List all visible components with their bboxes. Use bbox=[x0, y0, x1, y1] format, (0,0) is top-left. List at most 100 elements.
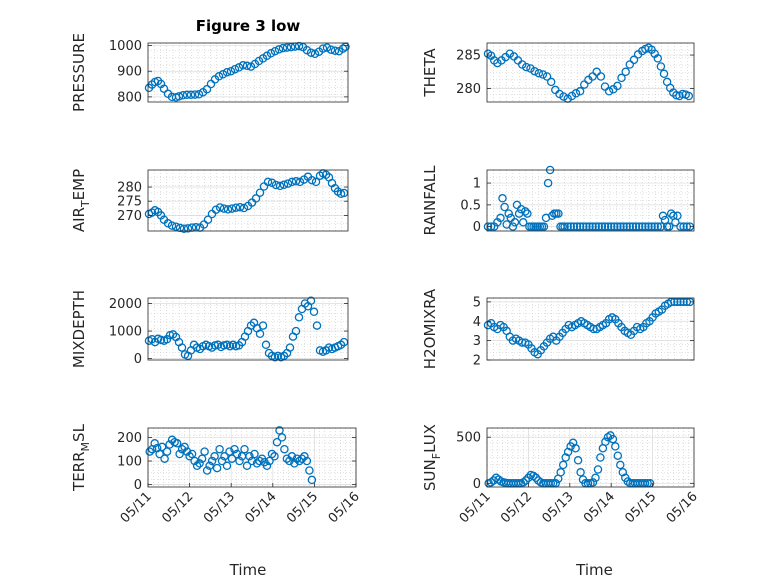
axes-frame bbox=[486, 169, 695, 232]
data-point bbox=[217, 456, 227, 466]
data-point bbox=[291, 177, 301, 186]
data-point bbox=[282, 43, 292, 52]
data-point bbox=[597, 222, 607, 231]
x-tick-label: 05/12 bbox=[498, 489, 535, 526]
data-point bbox=[207, 456, 217, 466]
y-tick-label: 275 bbox=[117, 195, 142, 210]
data-point bbox=[280, 444, 289, 454]
data-point bbox=[629, 55, 639, 65]
data-point bbox=[175, 449, 184, 459]
data-point bbox=[591, 222, 600, 231]
axes-frame bbox=[486, 42, 695, 103]
x-tick-label: 05/12 bbox=[159, 489, 196, 526]
data-point bbox=[664, 222, 674, 231]
data-point bbox=[172, 439, 182, 448]
data-point bbox=[572, 222, 582, 231]
data-point bbox=[566, 222, 576, 231]
data-point bbox=[631, 222, 641, 231]
data-point bbox=[569, 222, 579, 231]
subplot-6: 2 3 4 5 H2OMIXRA bbox=[421, 288, 695, 369]
data-point bbox=[230, 444, 239, 454]
data-point bbox=[603, 432, 613, 442]
data-point bbox=[255, 329, 265, 339]
data-point bbox=[294, 41, 304, 51]
data-point bbox=[486, 478, 496, 487]
data-point bbox=[621, 67, 630, 77]
data-point bbox=[177, 444, 187, 454]
data-point bbox=[616, 222, 625, 231]
data-point bbox=[512, 200, 522, 210]
data-point bbox=[659, 69, 669, 79]
data-point bbox=[519, 478, 528, 487]
x-tick-label: 05/16 bbox=[664, 489, 701, 526]
data-point bbox=[162, 447, 172, 456]
data-point bbox=[180, 442, 189, 452]
data-point bbox=[554, 209, 563, 218]
x-axis-label: Time bbox=[229, 561, 267, 579]
data-point bbox=[270, 452, 279, 461]
data-point bbox=[628, 222, 638, 231]
data-point bbox=[282, 454, 292, 463]
data-point bbox=[546, 77, 556, 87]
data-point bbox=[305, 466, 314, 475]
data-point bbox=[194, 90, 204, 99]
data-point bbox=[619, 222, 628, 231]
data-point bbox=[300, 452, 309, 461]
data-point bbox=[167, 221, 177, 230]
y-tick-label: 800 bbox=[117, 90, 142, 105]
data-point bbox=[307, 475, 317, 485]
data-point bbox=[496, 213, 505, 223]
data-point bbox=[145, 447, 154, 456]
axes-background bbox=[487, 428, 694, 487]
data-point bbox=[285, 456, 294, 466]
data-point bbox=[310, 49, 320, 59]
data-point bbox=[613, 451, 623, 460]
data-point bbox=[522, 62, 531, 72]
data-point bbox=[263, 177, 273, 187]
data-point bbox=[613, 81, 622, 91]
data-point bbox=[504, 209, 513, 218]
data-point bbox=[318, 44, 328, 53]
data-point bbox=[297, 454, 307, 463]
y-tick-label: 1000 bbox=[109, 39, 142, 54]
data-point bbox=[579, 222, 588, 231]
x-tick-label: 05/13 bbox=[540, 489, 577, 526]
data-point bbox=[558, 460, 568, 470]
data-point bbox=[270, 46, 280, 56]
data-point bbox=[500, 202, 509, 212]
data-point bbox=[617, 73, 626, 83]
data-point bbox=[266, 49, 276, 58]
data-point bbox=[508, 222, 518, 231]
data-point bbox=[571, 444, 580, 453]
x-tick-label: 05/13 bbox=[201, 489, 238, 526]
y-tick-label: 3 bbox=[473, 334, 481, 349]
data-point bbox=[302, 456, 312, 466]
data-point bbox=[197, 454, 207, 463]
y-axis-label: H2OMIXRA bbox=[421, 288, 439, 369]
data-point bbox=[529, 471, 538, 481]
data-point bbox=[183, 224, 193, 233]
data-point bbox=[239, 203, 249, 213]
data-point bbox=[214, 72, 224, 81]
y-tick-label: 1000 bbox=[109, 325, 142, 340]
y-tick-label: 0.5 bbox=[460, 198, 481, 213]
data-point bbox=[559, 92, 568, 101]
data-point bbox=[195, 459, 204, 468]
data-point bbox=[227, 204, 237, 213]
y-tick-label: 285 bbox=[456, 49, 481, 64]
data-point bbox=[561, 453, 570, 462]
y-axis-label: MIXDEPTH bbox=[70, 290, 88, 368]
data-point bbox=[521, 476, 531, 485]
data-point bbox=[656, 222, 666, 231]
data-point bbox=[202, 466, 212, 475]
data-point bbox=[676, 222, 685, 231]
data-point bbox=[616, 460, 625, 470]
data-point bbox=[306, 48, 316, 57]
data-point bbox=[539, 222, 549, 231]
data-point bbox=[543, 178, 553, 188]
data-point bbox=[311, 177, 321, 187]
data-point bbox=[242, 61, 252, 71]
data-point bbox=[174, 92, 184, 101]
data-point bbox=[307, 175, 317, 185]
data-point bbox=[171, 222, 181, 231]
